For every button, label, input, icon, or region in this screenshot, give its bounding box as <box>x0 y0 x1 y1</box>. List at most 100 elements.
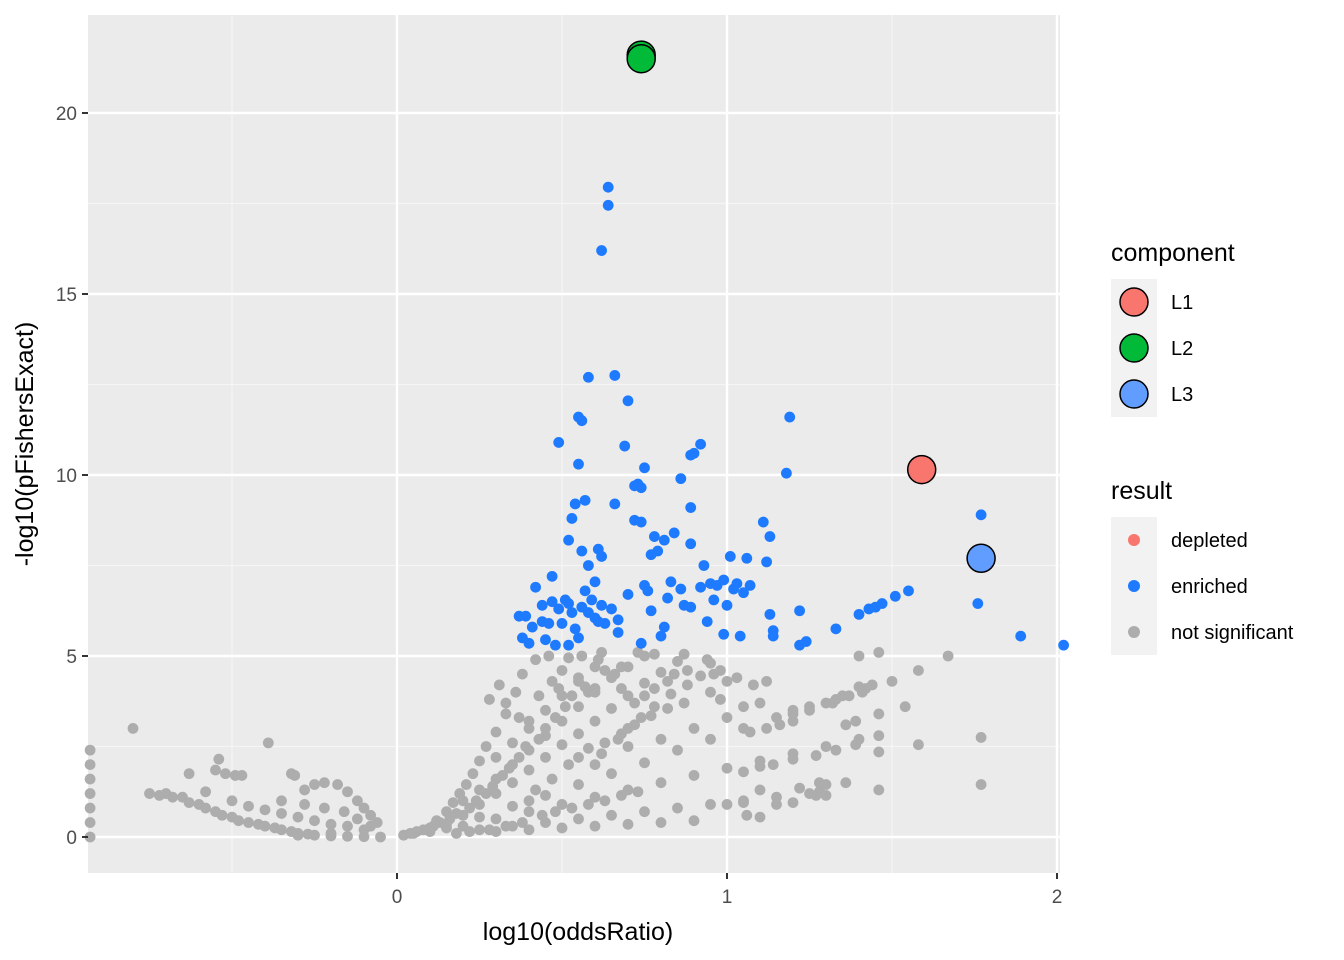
not-significant-point <box>540 704 551 716</box>
not-significant-point <box>84 788 96 799</box>
not-significant-point <box>84 759 96 770</box>
not-significant-point <box>523 764 535 776</box>
not-significant-point <box>748 679 759 691</box>
not-significant-point <box>655 817 667 828</box>
not-significant-point <box>576 650 588 662</box>
not-significant-point <box>276 808 287 819</box>
not-significant-point <box>632 786 644 798</box>
enriched-point <box>685 538 697 550</box>
not-significant-point <box>942 650 954 662</box>
not-significant-point <box>517 817 528 828</box>
not-significant-point <box>672 802 683 814</box>
not-significant-point <box>338 806 350 818</box>
not-significant-point <box>606 809 617 821</box>
not-significant-point <box>682 665 693 676</box>
enriched-point <box>579 585 591 597</box>
enriched-point <box>767 625 779 637</box>
not-significant-point <box>701 654 713 666</box>
not-significant-point <box>559 701 571 713</box>
not-significant-point <box>325 818 337 830</box>
not-significant-point <box>375 831 386 843</box>
not-significant-point <box>216 809 228 821</box>
enriched-point <box>711 580 723 591</box>
not-significant-point <box>616 661 627 673</box>
enriched-point <box>731 578 743 589</box>
enriched-point <box>741 552 753 564</box>
component-point-l2 <box>626 43 656 74</box>
enriched-point <box>639 462 650 474</box>
not-significant-point <box>695 670 706 682</box>
not-significant-point <box>566 802 578 814</box>
not-significant-point <box>672 744 683 756</box>
not-significant-point <box>820 741 832 752</box>
not-significant-point <box>573 813 584 825</box>
not-significant-point <box>589 820 601 832</box>
not-significant-point <box>705 733 716 745</box>
enriched-point <box>744 580 756 591</box>
legend-label-not-significant: not significant <box>1171 622 1294 644</box>
not-significant-point <box>629 719 640 731</box>
not-significant-point <box>688 770 700 781</box>
not-significant-point <box>606 768 617 780</box>
not-significant-point <box>738 797 749 809</box>
not-significant-point <box>84 802 96 814</box>
enriched-point <box>903 585 914 597</box>
not-significant-point <box>899 701 911 713</box>
not-significant-point <box>744 726 756 738</box>
enriched-point <box>764 608 776 620</box>
not-significant-point <box>583 742 594 754</box>
not-significant-point <box>309 829 320 841</box>
not-significant-point <box>365 809 376 821</box>
enriched-point <box>1058 639 1069 651</box>
not-significant-point <box>480 788 492 799</box>
not-significant-point <box>434 817 446 828</box>
y-axis-title: -log10(pFishersExact) <box>11 322 39 567</box>
not-significant-point <box>705 686 716 698</box>
not-significant-point <box>243 800 254 812</box>
not-significant-point <box>490 726 502 738</box>
not-significant-point <box>715 694 726 705</box>
not-significant-point <box>319 802 330 814</box>
enriched-point <box>622 589 634 600</box>
enriched-points <box>513 181 1069 651</box>
not-significant-point <box>530 654 541 666</box>
not-significant-point <box>546 675 558 687</box>
enriched-point <box>576 545 588 557</box>
not-significant-point <box>738 701 749 713</box>
not-significant-point <box>741 809 753 821</box>
not-significant-point <box>507 777 518 789</box>
not-significant-point <box>731 672 743 684</box>
not-significant-point <box>259 804 271 816</box>
not-significant-point <box>536 809 548 821</box>
not-significant-point <box>804 704 815 716</box>
legend-label-depleted: depleted <box>1171 530 1248 552</box>
not-significant-point <box>342 786 353 798</box>
not-significant-point <box>668 668 680 680</box>
enriched-point <box>784 411 796 423</box>
enriched-point <box>526 621 538 633</box>
not-significant-point <box>589 759 601 770</box>
not-significant-point <box>721 675 733 687</box>
enriched-point <box>635 482 647 494</box>
enriched-point <box>876 598 888 609</box>
enriched-point <box>573 458 584 470</box>
not-significant-point <box>853 681 865 693</box>
enriched-point <box>596 599 607 611</box>
enriched-point <box>781 467 792 479</box>
legend-label-l1: L1 <box>1171 292 1193 314</box>
legend-key-l3 <box>1119 379 1149 409</box>
not-significant-point <box>975 732 987 743</box>
not-significant-point <box>678 697 690 709</box>
enriched-point <box>724 551 736 562</box>
not-significant-point <box>523 795 535 807</box>
y-tick-label: 10 <box>56 466 77 487</box>
not-significant-point <box>220 768 231 780</box>
enriched-point <box>546 570 558 582</box>
enriched-point <box>975 509 987 521</box>
not-significant-point <box>533 733 545 745</box>
not-significant-point <box>672 656 683 667</box>
not-significant-point <box>639 757 650 769</box>
not-significant-point <box>573 672 584 684</box>
not-significant-point <box>84 744 96 756</box>
